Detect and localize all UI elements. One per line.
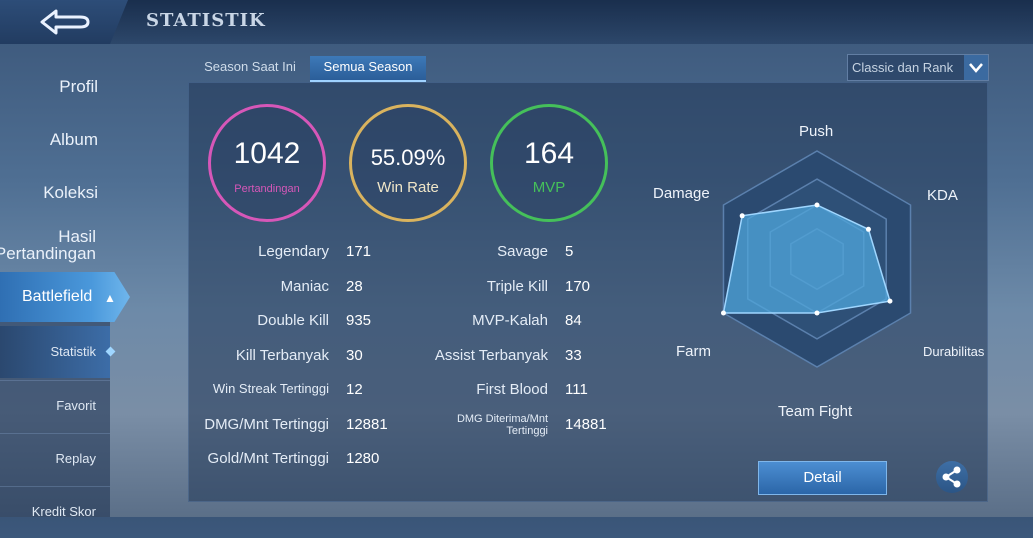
sidebar-subitem-label: Replay [55,451,96,466]
stat-value: 111 [565,381,588,398]
divider [0,380,110,381]
stat-label: Assist Terbanyak [434,346,548,364]
matches-label: Pertandingan [234,183,300,195]
stat-label: Legendary [258,243,329,260]
sidebar-subitem-statistik[interactable]: Statistik [0,326,110,378]
sidebar-item-album[interactable]: Album [49,130,98,149]
share-button[interactable] [936,461,968,493]
sidebar-subitem-kredit-skor[interactable]: Kredit Skor [0,486,110,538]
stat-value: 12881 [346,415,388,433]
matches-circle: 1042 Pertandingan [208,104,326,222]
radar-point [739,213,745,219]
stat-value: 935 [346,312,372,329]
sidebar: Profil Album Koleksi Hasil Pertandingan [0,44,128,517]
chevron-down-icon [964,55,988,80]
mvp-label: MVP [532,179,566,196]
stat-value: 84 [565,312,582,329]
radar-axis-label: Push [799,123,834,140]
stat-label: Win Streak Tertinggi [212,381,329,396]
radar-axis-label: Farm [676,343,711,360]
radar-axis-label: Durabilitas [923,344,985,359]
sidebar-subpanel: Statistik Favorit Replay Kredit Skor [0,322,110,519]
stat-value: 171 [346,243,372,260]
stat-label: MVP-Kalah [472,312,548,329]
mode-filter-dropdown[interactable]: Classic dan Rank [847,54,989,81]
sidebar-item-label: Battlefield [22,288,93,305]
tab-season-saat-ini[interactable]: Season Saat Ini [204,59,296,74]
radar-point [814,310,820,316]
sidebar-item-profil[interactable]: Profil [59,77,98,96]
radar-axis-label: Team Fight [778,403,853,420]
radar-point [720,310,726,316]
sidebar-item-battlefield[interactable]: Battlefield ▲ [0,272,130,322]
winrate-value: 55.09% [370,145,446,170]
page-title: STATISTIK [146,10,266,31]
chevron-up-icon: ▲ [104,291,116,305]
mvp-circle: 164 MVP [490,104,608,222]
stat-value: 1280 [346,450,380,467]
stat-value: 170 [565,277,591,295]
stat-value: 30 [346,346,363,364]
back-arrow-icon [40,9,90,35]
radar-axis-label: KDA [927,187,958,204]
stat-label: DMG/Mnt Tertinggi [204,415,329,433]
stat-label: Maniac [280,277,329,295]
stat-label: Gold/Mnt Tertinggi [207,450,329,467]
sidebar-subitem-label: Favorit [56,398,96,413]
dropdown-selected-value: Classic dan Rank [852,60,954,75]
stat-value: 5 [565,243,574,260]
sidebar-item-koleksi[interactable]: Koleksi [43,183,98,202]
stat-label: Kill Terbanyak [235,346,329,364]
winrate-circle: 55.09% Win Rate [349,104,467,222]
radar-point [887,298,893,304]
stat-label: Savage [497,243,548,260]
top-bar: STATISTIK [0,0,1033,44]
divider [0,486,110,487]
back-button[interactable] [0,0,128,44]
performance-radar-chart [720,150,912,368]
divider [0,433,110,434]
radar-point [814,202,820,208]
stat-value: 12 [346,381,363,398]
detail-button[interactable]: Detail [758,461,887,495]
sidebar-subitem-label: Statistik [50,344,96,359]
radar-axis-label: Damage [653,185,710,202]
stat-value: 33 [565,346,582,364]
radar-point [865,226,871,232]
stat-value: 28 [346,277,363,295]
sidebar-subitem-label: Kredit Skor [31,504,96,519]
stat-label: First Blood [476,381,548,398]
share-icon [942,466,961,488]
stat-label: Double Kill [257,312,329,329]
tab-semua-season[interactable]: Semua Season [310,56,426,82]
stat-value: 14881 [565,415,607,433]
sidebar-subitem-replay[interactable]: Replay [0,433,110,485]
sidebar-subitem-favorit[interactable]: Favorit [0,380,110,432]
stat-label: Triple Kill [486,277,548,295]
sidebar-item-hasil-pertandingan[interactable]: Hasil Pertandingan [0,227,96,263]
stat-label: DMG Diterima/Mnt Tertinggi [456,412,548,437]
winrate-label: Win Rate [377,179,439,196]
mvp-count: 164 [523,137,575,170]
matches-count: 1042 [233,137,301,170]
